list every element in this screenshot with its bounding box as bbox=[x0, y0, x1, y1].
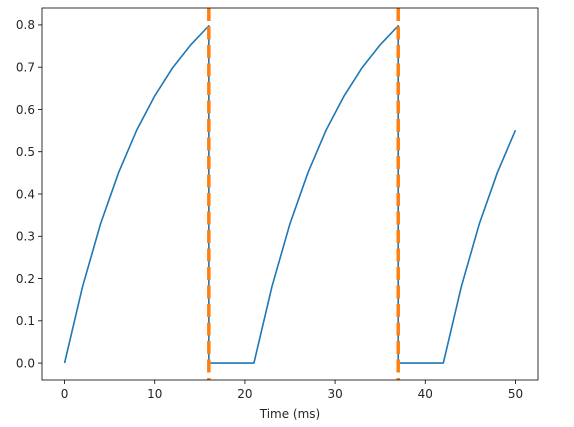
x-tick-label: 40 bbox=[418, 387, 433, 401]
x-axis-title: Time (ms) bbox=[259, 407, 321, 421]
y-tick-label: 0.2 bbox=[16, 272, 35, 286]
y-tick-label: 0.3 bbox=[16, 230, 35, 244]
x-tick-label: 50 bbox=[508, 387, 523, 401]
plot-series-group bbox=[63, 8, 517, 380]
series-line-1 bbox=[63, 24, 517, 364]
x-tick-label: 10 bbox=[147, 387, 162, 401]
y-tick-label: 0.6 bbox=[16, 103, 35, 117]
y-tick-label: 0.1 bbox=[16, 314, 35, 328]
y-tick-label: 0.5 bbox=[16, 145, 35, 159]
x-axis: 0 10 20 30 40 50 bbox=[61, 380, 523, 401]
x-tick-label: 0 bbox=[61, 387, 69, 401]
x-tick-label: 30 bbox=[327, 387, 342, 401]
x-tick-label: 20 bbox=[237, 387, 252, 401]
plot-area bbox=[63, 8, 517, 380]
y-tick-label: 0.8 bbox=[16, 18, 35, 32]
axes-frame bbox=[41, 7, 539, 381]
y-tick-label: 0.4 bbox=[16, 187, 35, 201]
y-axis: 0.0 0.1 0.2 0.3 0.4 0.5 0.6 0.7 0.8 bbox=[16, 18, 42, 370]
y-tick-label: 0.0 bbox=[16, 356, 35, 370]
y-tick-label: 0.7 bbox=[16, 60, 35, 74]
